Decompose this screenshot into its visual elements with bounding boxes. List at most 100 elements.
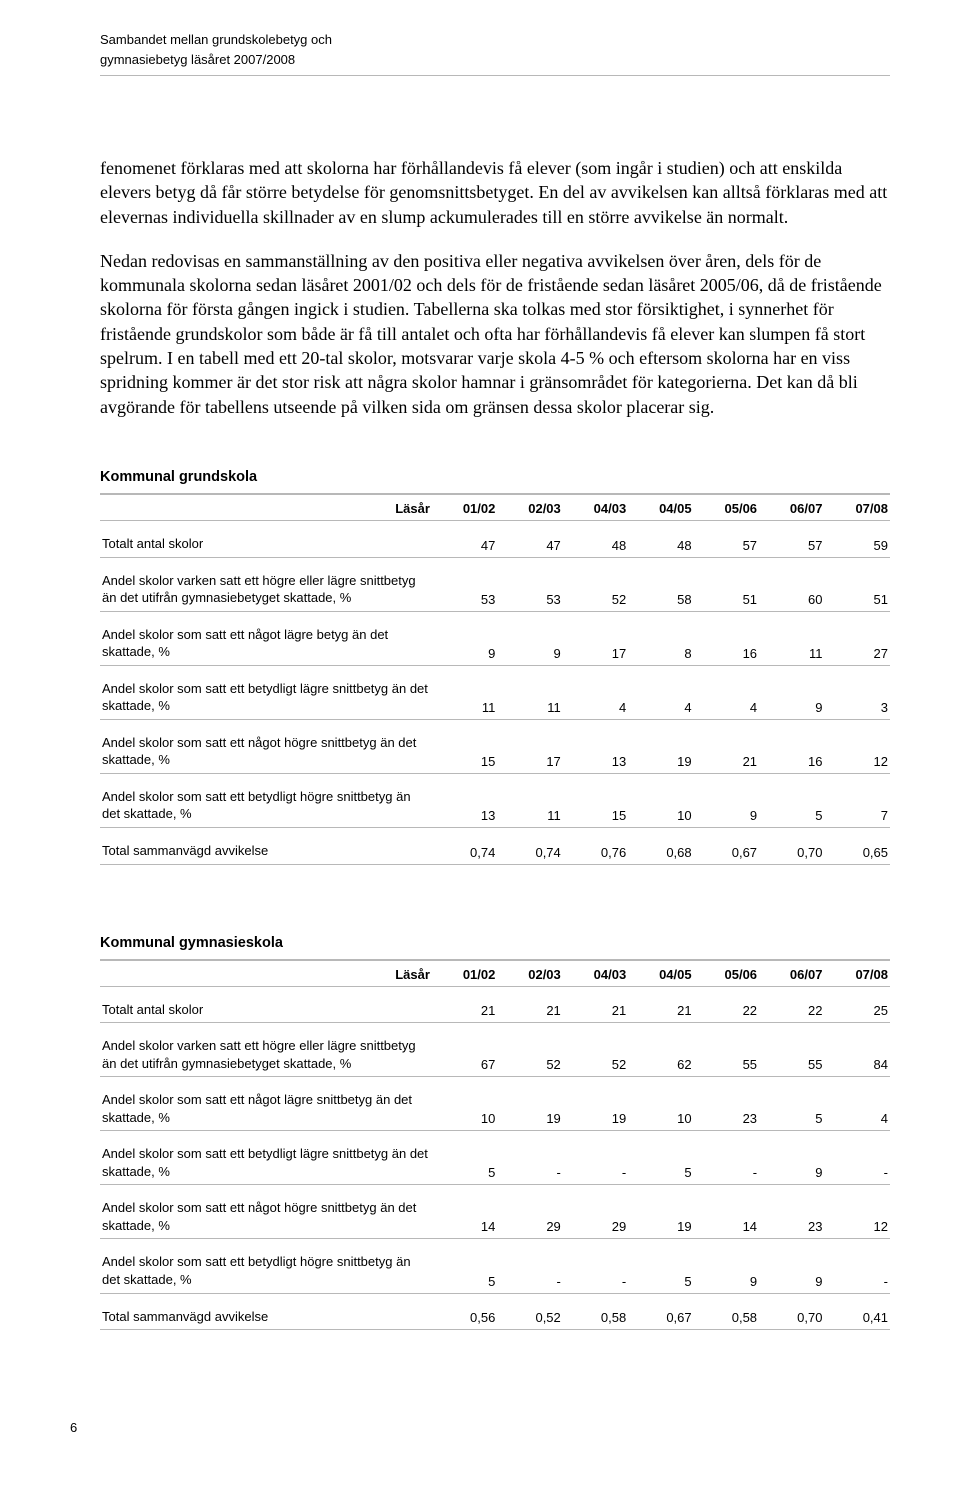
table1-cell: 0,67: [694, 827, 759, 864]
page-number: 6: [70, 1420, 890, 1435]
table2-cell: 25: [824, 986, 890, 1023]
table2-cell: 5: [432, 1239, 497, 1293]
table2-cell: 23: [759, 1185, 824, 1239]
table1-cell: 16: [694, 611, 759, 665]
table2-cell: 4: [824, 1077, 890, 1131]
table2-cell: 21: [628, 986, 693, 1023]
table1-row-label: Total sammanvägd avvikelse: [100, 827, 432, 864]
table1-cell: 47: [432, 520, 497, 557]
table2-cell: 21: [563, 986, 628, 1023]
table1-row: Andel skolor varken satt ett högre eller…: [100, 557, 890, 611]
table1-cell: 10: [628, 773, 693, 827]
table2-cell: 55: [759, 1023, 824, 1077]
table2-row-label: Andel skolor som satt ett något lägre sn…: [100, 1077, 432, 1131]
table2-cell: -: [824, 1239, 890, 1293]
table1-cell: 53: [497, 557, 562, 611]
table2-row-label: Andel skolor som satt ett något högre sn…: [100, 1185, 432, 1239]
table2-cell: 0,58: [563, 1293, 628, 1330]
table2-cell: 5: [432, 1131, 497, 1185]
table1-cell: 11: [432, 665, 497, 719]
table1-cell: 4: [694, 665, 759, 719]
table2-row: Andel skolor som satt ett betydligt högr…: [100, 1239, 890, 1293]
table1-cell: 7: [824, 773, 890, 827]
table2-header-row: Läsår 01/02 02/03 04/03 04/05 05/06 06/0…: [100, 960, 890, 986]
table2-row-label: Totalt antal skolor: [100, 986, 432, 1023]
table1-cell: 3: [824, 665, 890, 719]
table2-cell: 29: [563, 1185, 628, 1239]
table2-cell: 0,56: [432, 1293, 497, 1330]
table1-row: Andel skolor som satt ett något lägre be…: [100, 611, 890, 665]
table1-cell: 0,65: [824, 827, 890, 864]
table2-cell: 10: [628, 1077, 693, 1131]
table1-cell: 47: [497, 520, 562, 557]
table2-cell: 9: [694, 1239, 759, 1293]
table1-cell: 0,74: [432, 827, 497, 864]
table1-cell: 57: [694, 520, 759, 557]
table2-row: Andel skolor som satt ett något lägre sn…: [100, 1077, 890, 1131]
paragraph-2: Nedan redovisas en sammanställning av de…: [100, 249, 890, 419]
document-header: Sambandet mellan grundskolebetyg och gym…: [100, 30, 400, 69]
table1-cell: 9: [497, 611, 562, 665]
table2-cell: 14: [432, 1185, 497, 1239]
table1-cell: 9: [432, 611, 497, 665]
table1-row: Totalt antal skolor47474848575759: [100, 520, 890, 557]
table2-row: Totalt antal skolor21212121222225: [100, 986, 890, 1023]
table2-col-2: 04/03: [563, 960, 628, 986]
table1-cell: 15: [563, 773, 628, 827]
table2-row: Total sammanvägd avvikelse0,560,520,580,…: [100, 1293, 890, 1330]
table2-cell: 0,70: [759, 1293, 824, 1330]
table2-cell: 22: [694, 986, 759, 1023]
table2-cell: 23: [694, 1077, 759, 1131]
table2-cell: 5: [628, 1131, 693, 1185]
table1-cell: 0,74: [497, 827, 562, 864]
table1-row-label: Andel skolor som satt ett betydligt lägr…: [100, 665, 432, 719]
table1-cell: 17: [497, 719, 562, 773]
table2-header-label: Läsår: [100, 960, 432, 986]
table2-cell: 5: [759, 1077, 824, 1131]
table1-cell: 59: [824, 520, 890, 557]
table1-col-2: 04/03: [563, 494, 628, 520]
table1-header-label: Läsår: [100, 494, 432, 520]
table1-col-4: 05/06: [694, 494, 759, 520]
table2-cell: 14: [694, 1185, 759, 1239]
table2-cell: 84: [824, 1023, 890, 1077]
table1-cell: 4: [563, 665, 628, 719]
table1-cell: 0,70: [759, 827, 824, 864]
table-kommunal-grundskola: Läsår 01/02 02/03 04/03 04/05 05/06 06/0…: [100, 494, 890, 865]
table1-cell: 21: [694, 719, 759, 773]
table2-cell: -: [694, 1131, 759, 1185]
table2-cell: 67: [432, 1023, 497, 1077]
table1-row: Andel skolor som satt ett betydligt lägr…: [100, 665, 890, 719]
table2-row-label: Total sammanvägd avvikelse: [100, 1293, 432, 1330]
table2-row-label: Andel skolor varken satt ett högre eller…: [100, 1023, 432, 1077]
table-kommunal-gymnasieskola: Läsår 01/02 02/03 04/03 04/05 05/06 06/0…: [100, 960, 890, 1331]
table1-cell: 0,76: [563, 827, 628, 864]
table1-row: Andel skolor som satt ett betydligt högr…: [100, 773, 890, 827]
table2-title: Kommunal gymnasieskola: [100, 935, 890, 951]
table2-row: Andel skolor som satt ett något högre sn…: [100, 1185, 890, 1239]
table1-row-label: Andel skolor varken satt ett högre eller…: [100, 557, 432, 611]
table1-col-3: 04/05: [628, 494, 693, 520]
table2-col-1: 02/03: [497, 960, 562, 986]
table2-cell: 21: [497, 986, 562, 1023]
table2-cell: -: [563, 1131, 628, 1185]
header-line-1: Sambandet mellan grundskolebetyg och: [100, 32, 332, 47]
table2-col-5: 06/07: [759, 960, 824, 986]
table1-cell: 53: [432, 557, 497, 611]
table2-cell: 19: [563, 1077, 628, 1131]
table2-cell: 9: [759, 1131, 824, 1185]
table1-row: Total sammanvägd avvikelse0,740,740,760,…: [100, 827, 890, 864]
table1-col-0: 01/02: [432, 494, 497, 520]
table1-header-row: Läsår 01/02 02/03 04/03 04/05 05/06 06/0…: [100, 494, 890, 520]
table1-col-5: 06/07: [759, 494, 824, 520]
table2-cell: -: [497, 1239, 562, 1293]
table1-row-label: Andel skolor som satt ett betydligt högr…: [100, 773, 432, 827]
table2-cell: 29: [497, 1185, 562, 1239]
table2-col-3: 04/05: [628, 960, 693, 986]
table2-cell: 22: [759, 986, 824, 1023]
table2-cell: 19: [628, 1185, 693, 1239]
table2-col-6: 07/08: [824, 960, 890, 986]
table1-cell: 11: [759, 611, 824, 665]
table2-col-4: 05/06: [694, 960, 759, 986]
table2-cell: 52: [497, 1023, 562, 1077]
